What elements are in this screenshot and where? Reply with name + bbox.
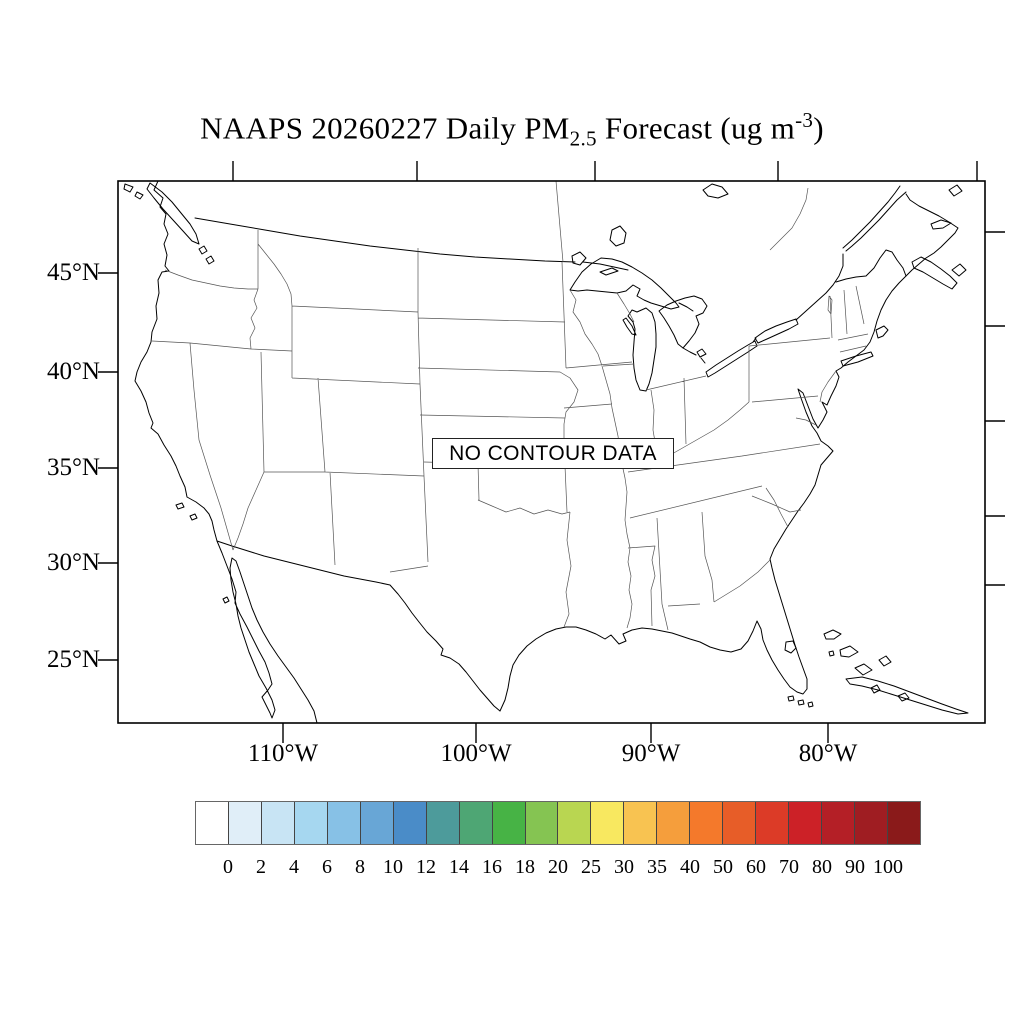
plot-title-subscript: 2.5: [569, 126, 597, 151]
gulf-atlantic-coastline: [499, 193, 959, 712]
colorbar-tick-label: 60: [746, 856, 766, 878]
colorbar-cell: [591, 802, 625, 844]
colorbar-cell: [888, 802, 920, 844]
colorbar-tick-label: 25: [581, 856, 601, 878]
colorbar-tick-label: 90: [845, 856, 865, 878]
colorbar-tick-label: 30: [614, 856, 634, 878]
vancouver-island: [123, 182, 215, 265]
colorbar-cell: [723, 802, 757, 844]
lake-michigan: [622, 307, 657, 392]
lon-label-90w: 90°W: [621, 740, 681, 767]
lat-label-35n: 35°N: [46, 454, 100, 481]
lat-label-25n: 25°N: [46, 646, 100, 673]
lat-label-45n: 45°N: [46, 259, 100, 286]
map-frame: [117, 180, 986, 724]
no-contour-data-box: NO CONTOUR DATA: [432, 438, 674, 469]
lon-label-110w: 110°W: [247, 740, 319, 767]
colorbar-cell: [756, 802, 790, 844]
colorbar-cell: [789, 802, 823, 844]
colorbar-cell: [426, 802, 460, 844]
colorbar-labels: 0 2 4 6 8 10 12 14 16 18 20 25 30 35 40 50 60 70 80 90 100: [195, 856, 921, 882]
colorbar-cell: [525, 802, 559, 844]
colorbar-cell: [690, 802, 724, 844]
colorbar-tick-label: 8: [355, 856, 365, 878]
colorbar-tick-label: 80: [812, 856, 832, 878]
colorbar-tick-label: 16: [482, 856, 502, 878]
colorbar-cell: [393, 802, 427, 844]
colorbar-tick-label: 0: [223, 856, 233, 878]
lat-label-30n: 30°N: [46, 549, 100, 576]
colorbar-tick-label: 4: [289, 856, 299, 878]
state-borders: [151, 181, 869, 631]
colorbar-tick-label: 12: [416, 856, 436, 878]
plot-title-suffix: ): [813, 110, 824, 146]
colorbar-tick-label: 40: [680, 856, 700, 878]
colorbar-cell: [294, 802, 328, 844]
lake-okeechobee: [784, 640, 797, 654]
colorbar-tick-label: 2: [256, 856, 266, 878]
colorbar-tick-label: 50: [713, 856, 733, 878]
plot-title-text: NAAPS 20260227 Daily PM: [200, 110, 570, 146]
lake-superior: [569, 257, 680, 310]
plot-title-superscript: -3: [795, 108, 814, 132]
colorbar-tick-label: 18: [515, 856, 535, 878]
axis-ticks: [98, 161, 1005, 743]
lon-label-80w: 80°W: [798, 740, 858, 767]
colorbar-tick-label: 70: [779, 856, 799, 878]
st-lawrence-river: [842, 185, 907, 252]
lake-huron: [658, 295, 708, 358]
florida-keys: [787, 695, 814, 708]
colorbar: [195, 801, 921, 845]
colorbar-cell: [360, 802, 394, 844]
lon-label-100w: 100°W: [440, 740, 512, 767]
plot-title-middle: Forecast (ug m: [596, 110, 796, 146]
channel-islands: [175, 502, 230, 604]
lake-ontario: [754, 318, 799, 344]
bahamas-islands: [823, 629, 910, 702]
lake-erie: [705, 340, 758, 378]
lat-label-40n: 40°N: [46, 358, 100, 385]
prince-edward-island: [930, 219, 952, 230]
colorbar-cell: [196, 802, 229, 844]
pacific-coastline: [134, 181, 318, 723]
colorbar-cell: [855, 802, 889, 844]
cape-cod: [875, 325, 889, 339]
colorbar-cell: [822, 802, 856, 844]
colorbar-cell: [459, 802, 493, 844]
colorbar-cell: [624, 802, 658, 844]
colorbar-cell: [228, 802, 262, 844]
anticosti-island: [948, 184, 963, 197]
long-island: [840, 351, 874, 367]
colorbar-tick-label: 35: [647, 856, 667, 878]
colorbar-tick-label: 100: [873, 856, 903, 878]
us-mexico-border: [216, 540, 501, 712]
us-canada-border: [194, 217, 907, 364]
colorbar-cell: [327, 802, 361, 844]
no-contour-data-label: NO CONTOUR DATA: [449, 441, 657, 465]
canadian-lakes: [571, 183, 729, 266]
nova-scotia: [911, 256, 967, 290]
colorbar-cell: [492, 802, 526, 844]
colorbar-tick-label: 20: [548, 856, 568, 878]
plot-title: NAAPS 20260227 Daily PM2.5 Forecast (ug …: [0, 108, 1024, 152]
colorbar-tick-label: 10: [383, 856, 403, 878]
colorbar-tick-label: 14: [449, 856, 469, 878]
colorbar-cell: [657, 802, 691, 844]
colorbar-cell: [261, 802, 295, 844]
cuba: [845, 676, 969, 715]
colorbar-tick-label: 6: [322, 856, 332, 878]
colorbar-cell: [558, 802, 592, 844]
